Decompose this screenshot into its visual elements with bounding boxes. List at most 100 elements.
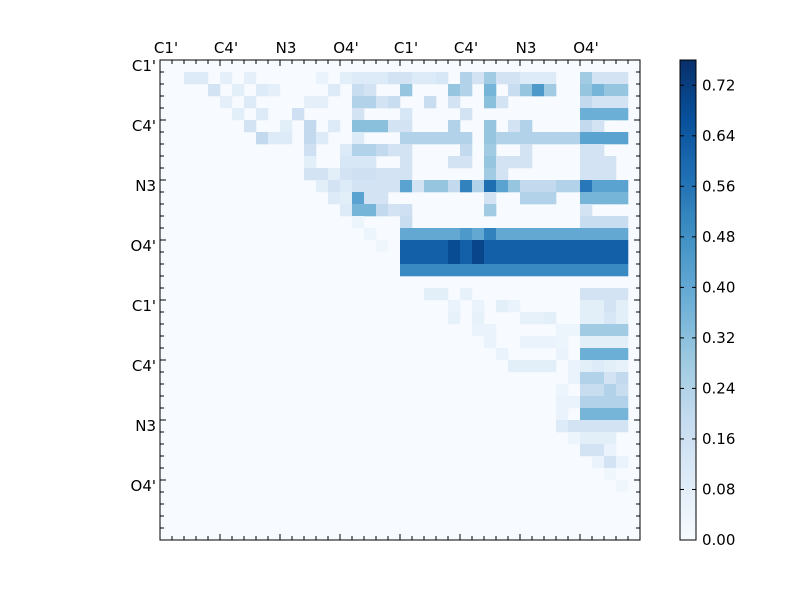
heatmap-cell [592, 432, 605, 445]
heatmap-grid [159, 59, 641, 541]
heatmap-cell [484, 156, 497, 169]
heatmap-cell [412, 252, 425, 265]
heatmap-cell [520, 240, 533, 253]
heatmap-cell [328, 84, 341, 97]
heatmap-cell [544, 240, 557, 253]
heatmap-cell [580, 336, 593, 349]
y-tick-label: C1' [132, 297, 156, 315]
heatmap-cell [568, 360, 581, 373]
y-tick-labels: C1' C4' N3 O4' C1' C4' N3 O4' [131, 57, 156, 495]
heatmap-cell [556, 420, 569, 433]
x-tick-labels: C1' C4' N3 O4' C1' C4' N3 O4' [154, 39, 599, 57]
heatmap-cell [592, 408, 605, 421]
x-tick-label: C1' [154, 39, 178, 57]
heatmap-cell [244, 96, 257, 109]
heatmap-cell [424, 132, 437, 145]
heatmap-cell [568, 396, 581, 409]
heatmap-cell [604, 324, 617, 337]
heatmap-cell [580, 240, 593, 253]
heatmap-cell [256, 132, 269, 145]
heatmap-cell [592, 444, 605, 457]
heatmap-cell [556, 324, 569, 337]
heatmap-cell [412, 228, 425, 241]
heatmap-cell [604, 300, 617, 313]
heatmap-cell [364, 180, 377, 193]
heatmap-cell [364, 192, 377, 205]
heatmap-cell [592, 420, 605, 433]
heatmap-cell [580, 444, 593, 457]
heatmap-cell [532, 264, 545, 277]
heatmap-cell [592, 300, 605, 313]
heatmap-cell [604, 336, 617, 349]
heatmap-cell [508, 228, 521, 241]
heatmap-cell [592, 240, 605, 253]
heatmap-cell [616, 108, 629, 121]
colorbar-tick-label: 0.72 [702, 76, 735, 94]
heatmap-cell [376, 180, 389, 193]
heatmap-cell [304, 120, 317, 133]
heatmap-cell [472, 312, 485, 325]
x-tick-label: O4' [333, 39, 358, 57]
heatmap-cell [496, 228, 509, 241]
heatmap-cell [304, 144, 317, 157]
heatmap-cell [436, 180, 449, 193]
heatmap-cell [544, 132, 557, 145]
heatmap-cell [220, 96, 233, 109]
heatmap-cell [424, 240, 437, 253]
heatmap-cell [496, 168, 509, 181]
heatmap-cell [460, 144, 473, 157]
heatmap-cell [340, 168, 353, 181]
heatmap-cell [520, 192, 533, 205]
heatmap-cell [580, 192, 593, 205]
heatmap-cell [592, 288, 605, 301]
heatmap-cell [208, 84, 221, 97]
heatmap-cell [460, 240, 473, 253]
heatmap-cell [376, 240, 389, 253]
heatmap-cell [412, 132, 425, 145]
heatmap-cell [520, 156, 533, 169]
y-tick-label: C4' [132, 357, 156, 375]
heatmap-cell [556, 132, 569, 145]
heatmap-cell [400, 168, 413, 181]
heatmap-cell [532, 240, 545, 253]
heatmap-cell [532, 132, 545, 145]
heatmap-cell [376, 72, 389, 85]
heatmap-cell [436, 72, 449, 85]
heatmap-cell [448, 228, 461, 241]
heatmap-cell [316, 168, 329, 181]
heatmap-cell [520, 228, 533, 241]
y-tick-label: N3 [135, 417, 156, 435]
heatmap-cell [616, 324, 629, 337]
heatmap-cell [604, 156, 617, 169]
heatmap-cell [580, 72, 593, 85]
heatmap-cell [364, 84, 377, 97]
heatmap-cell [424, 252, 437, 265]
heatmap-cell [400, 264, 413, 277]
heatmap-cell [352, 84, 365, 97]
heatmap-cell [436, 252, 449, 265]
heatmap-cell [352, 180, 365, 193]
heatmap-cell [592, 180, 605, 193]
heatmap-cell [400, 228, 413, 241]
heatmap-cell [400, 108, 413, 121]
heatmap-cell [592, 336, 605, 349]
heatmap-cell [484, 84, 497, 97]
heatmap-cell [448, 240, 461, 253]
heatmap-cell [616, 228, 629, 241]
heatmap-cell [496, 300, 509, 313]
x-tick-label: C4' [454, 39, 478, 57]
heatmap-cell [364, 120, 377, 133]
colorbar-tick-label: 0.32 [702, 329, 735, 347]
colorbar-tick-label: 0.00 [702, 531, 735, 549]
heatmap-cell [364, 228, 377, 241]
heatmap-cell [508, 72, 521, 85]
heatmap-cell [604, 180, 617, 193]
heatmap-cell [268, 132, 281, 145]
heatmap-cell [256, 108, 269, 121]
heatmap-cell [472, 72, 485, 85]
heatmap-cell [448, 156, 461, 169]
heatmap-cell [292, 108, 305, 121]
heatmap-cell [580, 216, 593, 229]
heatmap-cell [436, 228, 449, 241]
heatmap-cell [472, 180, 485, 193]
